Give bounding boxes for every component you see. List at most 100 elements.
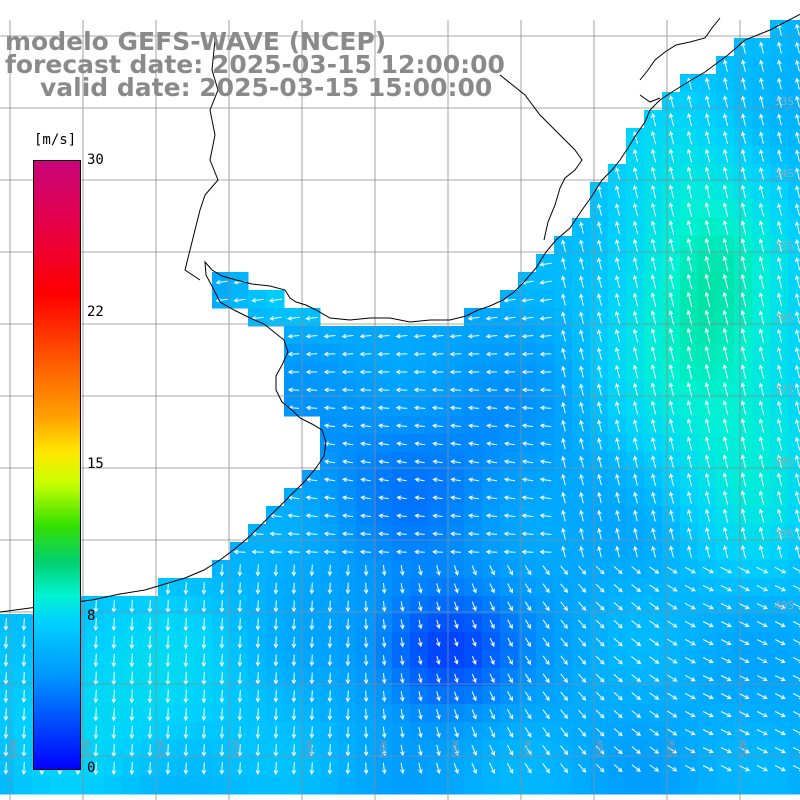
wind-cell [734,380,753,399]
wind-cell [86,668,105,687]
wind-arrow [666,620,678,628]
wind-cell [428,560,447,579]
wind-arrow [720,764,732,772]
wind-cell [788,686,800,705]
wind-cell [536,452,555,471]
wind-arrow [738,566,751,574]
wind-cell [356,398,375,417]
wind-arrow [777,77,782,90]
wind-arrow [651,112,656,127]
wind-arrow [431,423,444,429]
wind-arrow [776,454,783,469]
wind-cell [662,542,681,561]
wind-cell [608,470,627,489]
wind-arrow [561,239,566,252]
wind-cell [302,470,321,489]
wind-cell [644,146,663,165]
wind-cell [410,560,429,579]
wind-arrow [381,655,387,666]
wind-cell [14,776,33,795]
wind-arrow [615,292,620,307]
wind-arrow [650,400,657,415]
wind-arrow [521,495,534,501]
wind-arrow [93,635,99,650]
wind-cell [590,776,609,795]
wind-arrow [360,459,371,465]
wind-arrow [341,513,354,519]
wind-cell [410,434,429,453]
wind-arrow [560,673,568,684]
wind-cell [680,146,699,165]
wind-arrow [485,369,498,375]
wind-cell [320,326,339,345]
wind-arrow [668,418,675,433]
wind-cell [518,470,537,489]
wind-cell [770,164,789,183]
wind-cell [698,326,717,345]
wind-arrow [561,401,566,414]
wind-arrow [631,620,642,629]
wind-cell [770,434,789,453]
wind-cell [14,614,33,633]
wind-arrow [381,673,387,684]
wind-cell [104,632,123,651]
wind-arrow [471,655,477,665]
wind-arrow [450,459,461,465]
wind-arrow [795,185,800,198]
wind-cell [338,542,357,561]
wind-cell [590,452,609,471]
wind-cell [356,452,375,471]
wind-cell [662,398,681,417]
wind-cell [680,434,699,453]
wind-cell [698,92,717,111]
lon-label: 58W [451,740,462,759]
wind-arrow [704,508,711,523]
wind-arrow [219,653,225,668]
wind-arrow [305,513,318,519]
wind-cell [482,434,501,453]
wind-cell [734,200,753,219]
wind-arrow [413,333,426,339]
wind-arrow [794,382,800,397]
wind-cell [392,578,411,597]
wind-arrow [792,711,800,718]
wind-arrow [454,601,459,612]
wind-arrow [704,255,711,272]
wind-cell [122,614,141,633]
wind-arrow [323,405,336,411]
wind-arrow [503,369,516,375]
wind-cell [734,110,753,129]
wind-arrow [542,601,550,612]
wind-arrow [613,655,623,665]
wind-arrow [418,708,423,720]
wind-cell [194,668,213,687]
wind-arrow [740,454,747,469]
wind-cell [698,488,717,507]
wind-cell [752,470,771,489]
wind-arrow [774,566,787,574]
wind-cell [446,416,465,435]
wind-arrow [649,728,660,736]
wind-cell [752,542,771,561]
wind-arrow [632,238,639,253]
wind-arrow [578,709,587,719]
wind-cell [554,362,573,381]
wind-arrow [668,291,675,308]
wind-arrow [792,639,800,646]
wind-arrow [668,273,675,290]
wind-arrow [702,765,714,772]
wind-arrow [738,603,750,610]
wind-arrow [560,655,568,666]
wind-cell [302,596,321,615]
wind-cell [716,776,735,795]
wind-cell [212,668,231,687]
wind-cell [356,542,375,561]
wind-arrow [503,333,516,339]
wind-arrow [633,527,638,540]
wind-cell [734,452,753,471]
wind-cell [194,614,213,633]
wind-arrow [251,298,264,303]
wind-cell [770,344,789,363]
wind-cell [662,128,681,147]
wind-cell [464,308,483,327]
